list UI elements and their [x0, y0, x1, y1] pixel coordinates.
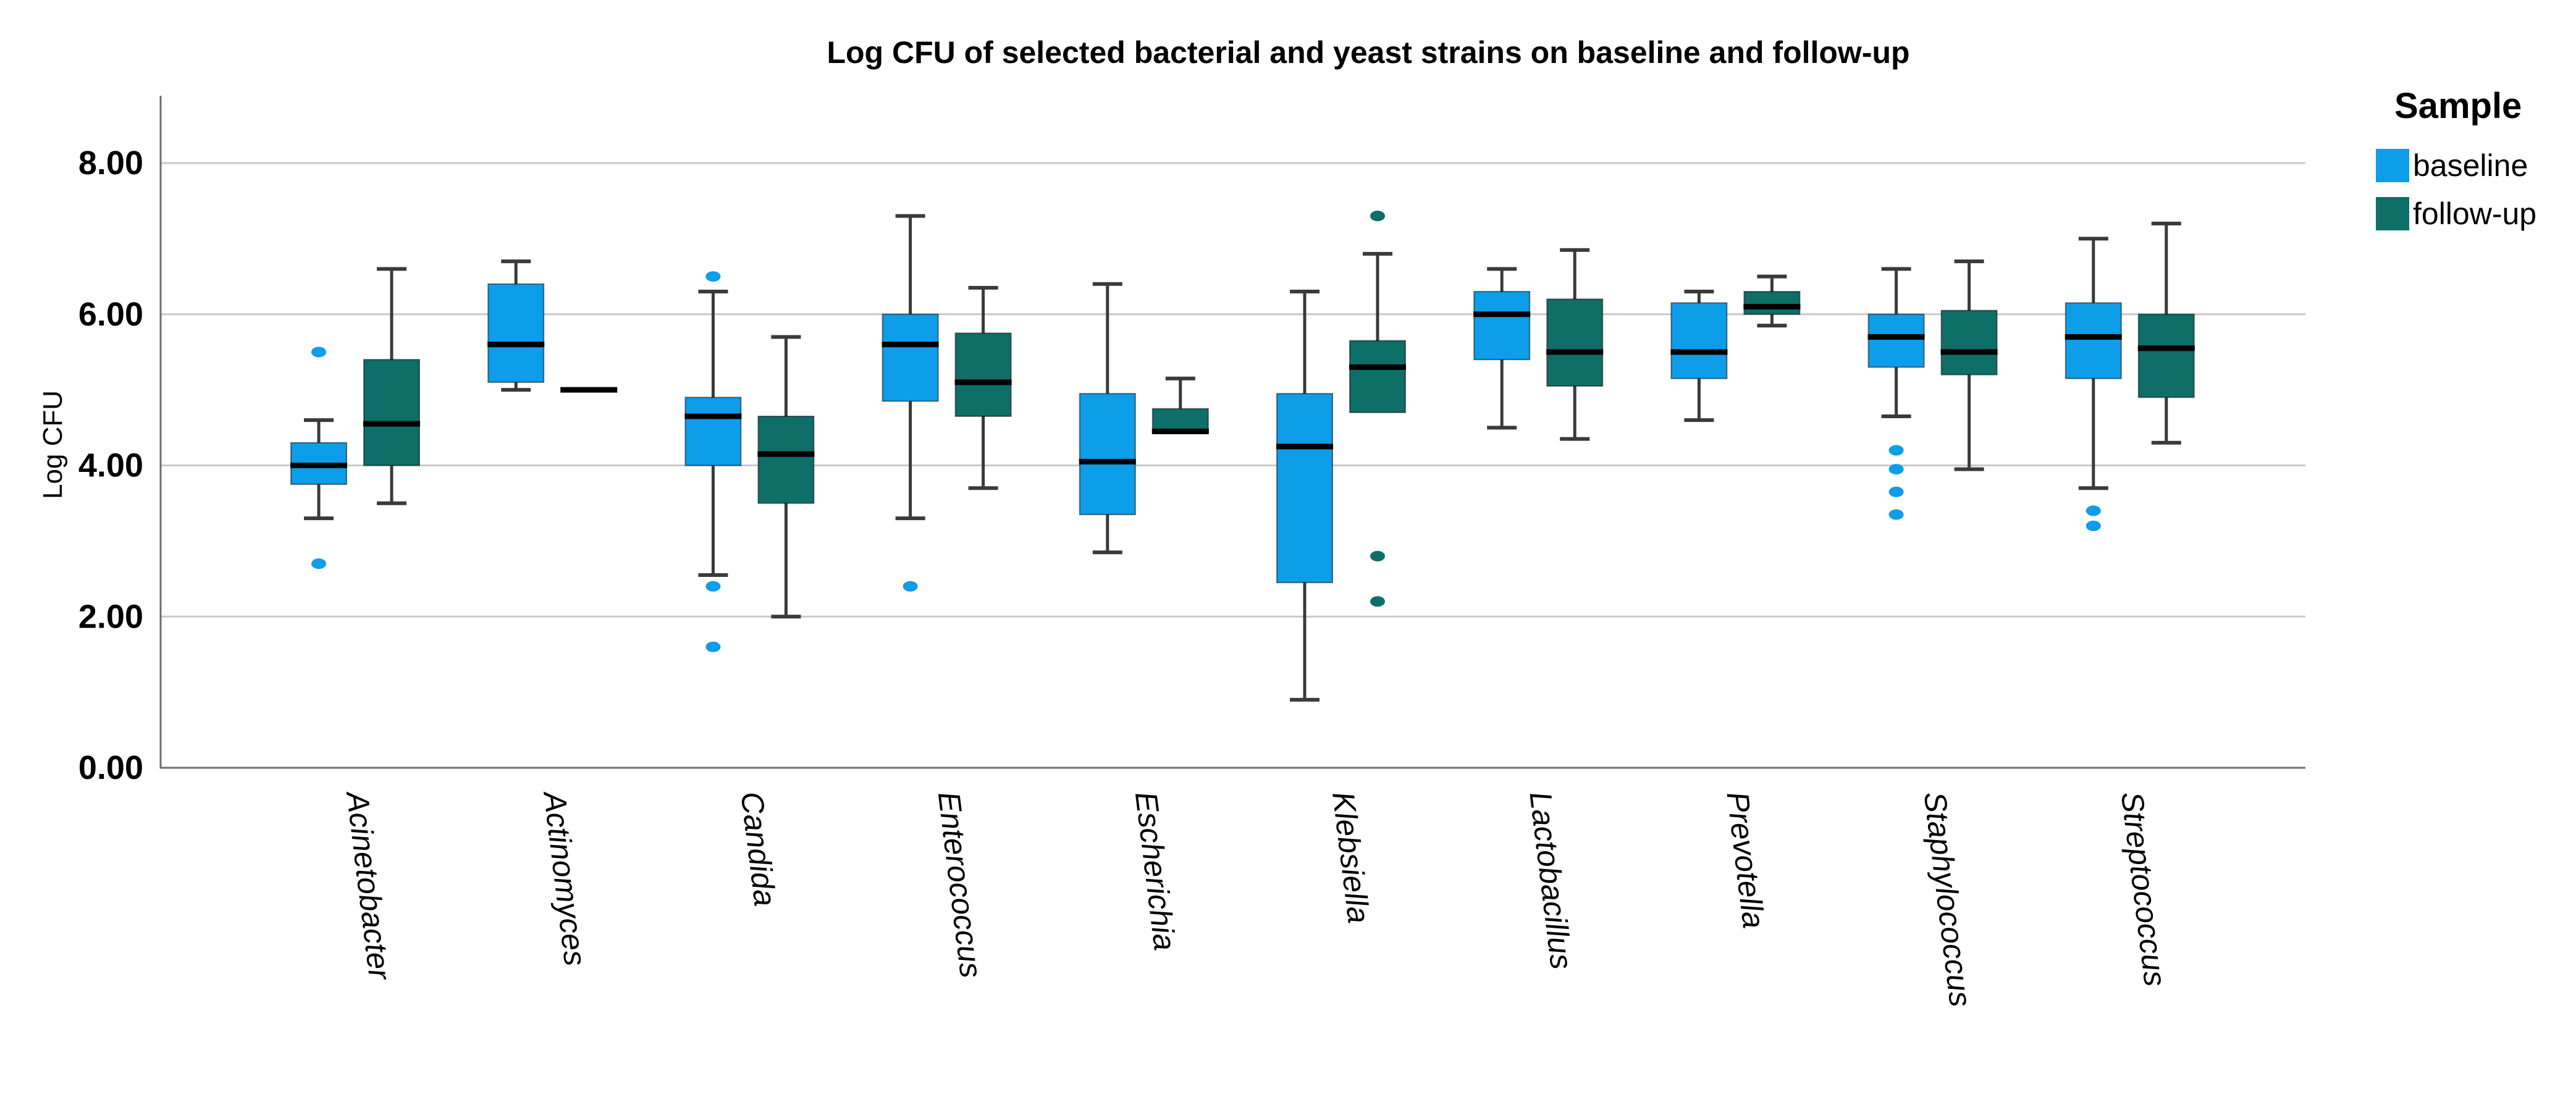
outlier-point — [705, 641, 721, 652]
median-line — [954, 379, 1012, 385]
y-tick-label: 4.00 — [78, 447, 143, 484]
median-line — [487, 342, 545, 348]
outlier-point — [705, 581, 721, 592]
x-tick-label: Klebsiella — [1326, 790, 1376, 925]
median-line — [2137, 345, 2195, 351]
chart-title: Log CFU of selected bacterial and yeast … — [827, 35, 1910, 70]
median-line — [684, 413, 742, 419]
box-baseline — [1276, 393, 1333, 584]
x-tick-label: Lactobacillus — [1523, 790, 1579, 972]
y-tick-label: 6.00 — [78, 296, 143, 333]
outlier-point — [1888, 445, 1904, 456]
y-tick-label: 2.00 — [78, 598, 143, 635]
median-line — [1670, 349, 1728, 355]
box-follow-up — [1546, 298, 1604, 387]
box-follow-up — [363, 359, 420, 466]
box-baseline — [882, 313, 939, 402]
outlier-point — [2086, 520, 2101, 531]
legend-item-followup: follow-up — [2376, 196, 2576, 232]
x-tick-label: Staphylococcus — [1917, 790, 1978, 1009]
box-baseline — [1670, 302, 1728, 379]
median-line — [290, 463, 347, 468]
outlier-point — [1370, 550, 1385, 561]
x-tick-label: Prevotella — [1720, 790, 1771, 931]
y-tick-label: 0.00 — [78, 749, 143, 786]
box-baseline — [684, 397, 742, 466]
box-follow-up — [1743, 291, 1801, 315]
median-line — [560, 387, 618, 393]
box-follow-up — [1349, 340, 1406, 413]
outlier-point — [903, 581, 918, 592]
outlier-point — [2086, 505, 2101, 516]
y-tick-label: 8.00 — [78, 145, 143, 182]
median-line — [1276, 443, 1333, 450]
median-line — [363, 421, 420, 427]
x-tick-label: Acinetobacter — [340, 788, 397, 983]
outlier-point — [311, 347, 326, 358]
box-baseline — [1473, 291, 1531, 361]
box-baseline — [2065, 302, 2122, 379]
box-follow-up — [2137, 313, 2195, 398]
x-tick-label: Actinomyces — [537, 788, 592, 968]
box-follow-up — [954, 332, 1012, 417]
x-tick-label: Streptococcus — [2115, 790, 2173, 988]
legend: Sample baseline follow-up — [2376, 85, 2576, 244]
outlier-point — [705, 271, 721, 282]
box-baseline — [487, 283, 545, 383]
outlier-point — [1888, 464, 1904, 475]
legend-title: Sample — [2394, 86, 2522, 126]
y-axis-title: Log CFU — [38, 390, 68, 499]
box-follow-up — [757, 415, 815, 504]
median-line — [1940, 349, 1998, 355]
median-line — [1079, 458, 1136, 464]
legend-label: baseline — [2413, 148, 2528, 183]
median-line — [1743, 304, 1801, 310]
legend-item-baseline: baseline — [2376, 148, 2576, 183]
x-tick-label: Escherichia — [1129, 790, 1182, 952]
median-line — [757, 451, 815, 457]
followup-swatch-icon — [2376, 197, 2409, 230]
outlier-point — [1370, 211, 1385, 222]
median-line — [1151, 428, 1209, 434]
box-baseline — [1867, 313, 1925, 368]
median-line — [2065, 334, 2122, 340]
box-follow-up — [1151, 408, 1209, 432]
median-line — [1546, 349, 1604, 355]
box-follow-up — [1940, 309, 1998, 376]
baseline-swatch-icon — [2376, 149, 2409, 182]
legend-label: follow-up — [2413, 196, 2537, 231]
outlier-point — [1370, 596, 1385, 607]
median-line — [1867, 334, 1925, 340]
median-line — [882, 342, 939, 348]
x-tick-label: Enterococcus — [932, 790, 989, 980]
median-line — [1349, 364, 1406, 370]
median-line — [1473, 311, 1531, 317]
outlier-point — [311, 558, 326, 570]
x-tick-label: Candida — [734, 790, 782, 909]
box-baseline — [1079, 393, 1136, 516]
outlier-point — [1888, 509, 1904, 520]
outlier-point — [1888, 486, 1904, 497]
